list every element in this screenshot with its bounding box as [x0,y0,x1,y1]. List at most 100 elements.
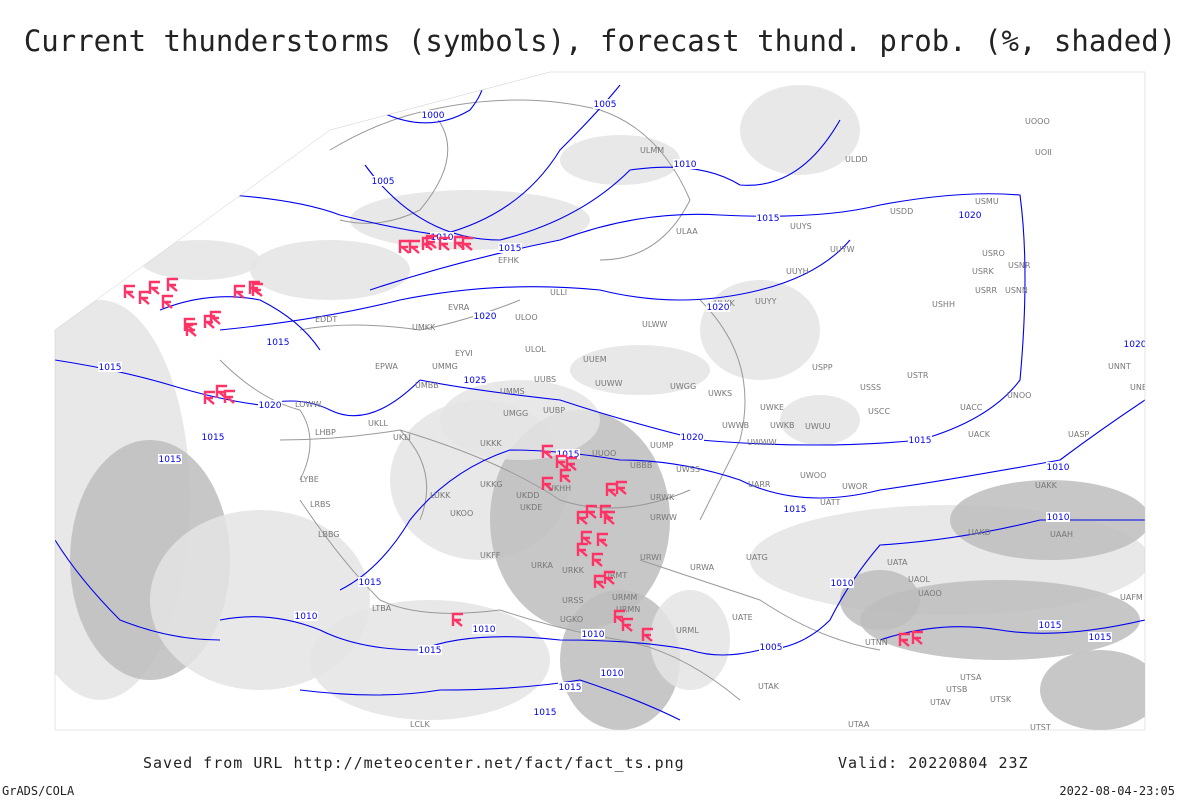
station-label: ULMM [640,146,664,155]
thunderstorm-icon [398,239,410,254]
isobar-label-background [473,311,497,321]
isobar-label-background [472,624,496,634]
isobar-label: 1020 [1124,340,1147,350]
probability-area [560,135,680,185]
station-label: UNBB [1130,383,1153,392]
station-label: UWWW [747,438,777,447]
thunderstorm-icon [603,570,615,585]
isobar-label: 1015 [267,338,290,348]
station-label: USRR [975,286,997,295]
station-label: UUMP [650,441,674,450]
station-label: UKKK [480,439,502,448]
isobar-label-background [266,337,290,347]
isobar-label-background [294,611,318,621]
probability-area [860,580,1140,660]
border-line [329,109,449,224]
station-label: URWW [650,513,677,522]
isobar-label-background [706,302,730,312]
thunderstorm-icon [605,482,617,497]
station-label: UTST [1030,723,1051,732]
border-line [639,559,881,651]
border-line [499,609,741,701]
isobar-label-background [593,99,617,109]
station-label: UWOO [800,471,826,480]
station-label: USRO [982,249,1005,258]
isobar-label-background [783,504,807,514]
software-credit: GrADS/COLA [2,784,75,798]
probability-area [140,240,260,280]
isobar-label: 1015 [784,505,807,515]
thunderstorm-icon [591,552,603,567]
station-label: URMT [604,571,627,580]
station-label: UUYS [790,222,812,231]
border-line [699,299,746,521]
probability-area [250,240,410,300]
thunderstorm-icon [461,236,473,251]
station-label: UTAK [758,682,780,691]
thunderstorm-icon [425,234,437,249]
thunderstorm-icon [576,542,588,557]
isobar-line [364,119,841,241]
station-label: ULWW [642,320,667,329]
isobar-label: 1015 [1089,633,1112,643]
isobar-label-background [581,629,605,639]
isobar-label: 1020 [681,433,704,443]
thunderstorm-icon [203,390,215,405]
thunderstorm-symbols [123,234,923,647]
probability-area [650,590,730,690]
thunderstorm-icon [603,510,615,525]
station-label: UKOO [450,509,473,518]
isobar-label-background [1088,632,1112,642]
source-url-text: Saved from URL http://meteocenter.net/fa… [143,754,685,772]
isobar-label: 1015 [909,436,932,446]
station-label: UGKO [560,615,583,624]
station-label: UKHH [548,484,571,493]
thunderstorm-icon [123,284,135,299]
thunderstorm-icon [596,532,608,547]
station-label: UWKB [770,421,795,430]
thunderstorm-icon [148,280,160,295]
station-label: URWI [640,553,661,562]
station-label: UWSS [676,465,700,474]
station-label: UTSA [960,673,982,682]
thunderstorm-icon [641,627,653,642]
station-label: UTAV [930,698,951,707]
station-label: UTSK [990,695,1012,704]
station-label: UUYW [830,245,855,254]
station-label: ULDD [845,155,868,164]
station-label: UMMS [500,387,525,396]
thunderstorm-icon [185,322,197,337]
isobar-label-background [558,682,582,692]
thunderstorm-icon [621,617,633,632]
station-label: UTNN [865,638,888,647]
station-label: UWUU [805,422,831,431]
station-label: UUBS [534,375,556,384]
thunderstorm-icon [138,290,150,305]
probability-area [350,190,590,250]
station-label: ULAA [676,227,698,236]
station-label: LYBE [300,475,319,484]
isobar-label: 1010 [295,612,318,622]
isobar-label: 1015 [159,455,182,465]
isobar-label-background [1038,620,1062,630]
isobar-label-background [1046,462,1070,472]
station-label: USCC [868,407,891,416]
station-label: UKDE [520,503,542,512]
isobar-label-background [421,110,445,120]
isobar-label: 1000 [422,111,445,121]
isobar-label-background [533,707,557,717]
isobar-label-background [418,645,442,655]
thunderstorm-icon [898,632,910,647]
station-label: EFHK [498,256,520,265]
generation-timestamp: 2022-08-04-23:05 [1059,784,1175,798]
station-labels: ULMM ULDD UOOO UOII ULAA UUYS USDD USMU UUYH USRO… [295,117,1153,732]
station-label: USNR [1008,261,1031,270]
station-label: UUBP [543,406,565,415]
isobar-line [219,519,1145,656]
isobar-line [369,193,1026,446]
isobar-label: 1010 [601,669,624,679]
isobar-label: 1010 [674,160,697,170]
station-label: URMM [612,593,637,602]
isobar-line [339,399,1145,591]
isobar-label-background [463,375,487,385]
